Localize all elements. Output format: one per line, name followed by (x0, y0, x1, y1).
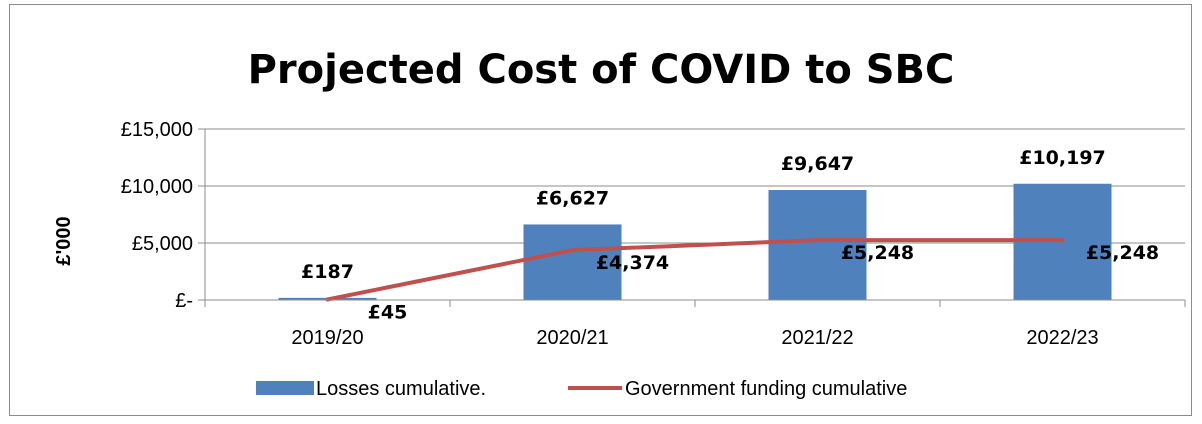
line-series (325, 238, 1065, 302)
bar (523, 224, 622, 300)
line-data-label: £45 (368, 301, 408, 323)
line-series-path (325, 238, 1065, 302)
legend: Losses cumulative. Government funding cum… (256, 378, 907, 400)
y-tick-label: £5,000 (132, 233, 193, 255)
legend-label-bar: Losses cumulative. (316, 378, 486, 400)
legend-label-line: Government funding cumulative (625, 378, 907, 400)
line-data-label: £5,248 (841, 242, 914, 264)
y-tick-label: £- (175, 290, 193, 312)
axes: £- £5,000 £10,000 £15,000 2019/20 2020/21 2021… (121, 119, 1186, 349)
x-tick-label: 2019/20 (291, 327, 363, 349)
y-axis-label: £'000 (53, 216, 75, 265)
x-tick-label: 2022/23 (1026, 327, 1098, 349)
line-data-label: £4,374 (596, 252, 669, 274)
y-tick-label: £10,000 (121, 176, 193, 198)
bar-data-label: £9,647 (781, 153, 854, 175)
bar (768, 190, 867, 300)
data-labels: £187 £6,627 £9,647 £10,197 £45 £4,374 £5,248 £5… (301, 147, 1159, 324)
legend-swatch-bar (256, 381, 314, 395)
line-data-label: £5,248 (1086, 242, 1159, 264)
chart-title: Projected Cost of COVID to SBC (248, 47, 955, 93)
bar-data-label: £187 (301, 261, 354, 283)
x-tick-label: 2020/21 (536, 327, 608, 349)
bar-data-label: £10,197 (1019, 147, 1106, 169)
y-tick-label: £15,000 (121, 119, 193, 141)
chart-frame: Projected Cost of COVID to SBC £'000 £- £… (9, 4, 1192, 416)
x-tick-label: 2021/22 (781, 327, 853, 349)
chart-svg: Projected Cost of COVID to SBC £'000 £-£… (53, 47, 1186, 400)
bar-data-label: £6,627 (536, 187, 609, 209)
